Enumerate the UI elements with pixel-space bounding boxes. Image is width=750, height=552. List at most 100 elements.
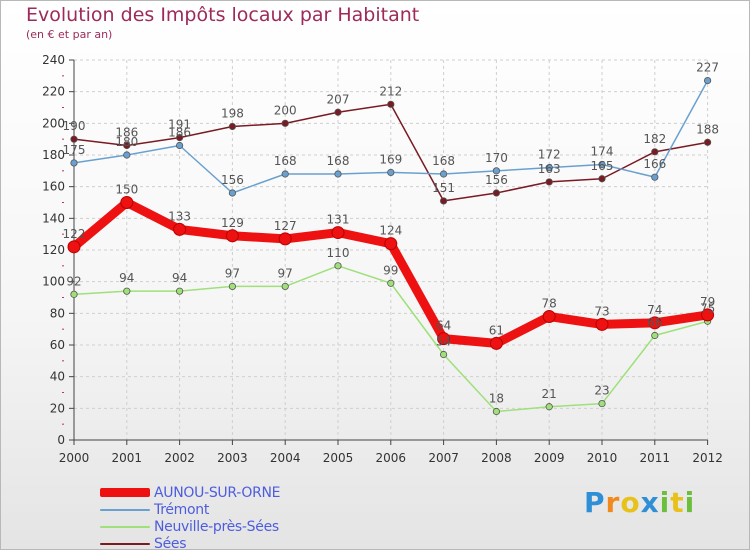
data-point-tr-mont [70,159,78,167]
data-point-neuville-pr-s-s-es [281,282,289,291]
y-tick-label: 60 [50,338,65,352]
data-label-aunou-sur-orne: 79 [700,295,715,309]
y-tick-label: 120 [42,243,65,257]
x-tick-label: 2011 [640,451,671,465]
data-label-s-es: 151 [432,181,455,195]
data-point-neuville-pr-s-s-es [492,407,500,416]
data-label-s-es: 182 [643,132,666,146]
y-tick-label: 240 [42,53,65,67]
data-point-tr-mont [598,160,606,169]
data-label-aunou-sur-orne: 73 [594,304,609,318]
y-tick-label: 80 [50,306,65,320]
data-label-neuville-pr-s-s-es: 18 [489,392,504,406]
data-point-neuville-pr-s-s-es [545,403,553,411]
data-label-aunou-sur-orne: 122 [63,227,86,241]
legend-item-aunou: AUNOU-SUR-ORNE [100,484,281,501]
data-point-aunou-sur-orne [331,226,345,240]
data-point-aunou-sur-orne [120,196,134,209]
data-label-s-es: 191 [168,118,191,132]
data-label-neuville-pr-s-s-es: 23 [594,384,609,398]
data-label-tr-mont: 156 [221,173,244,187]
x-tick-label: 2012 [692,451,723,465]
x-tick-label: 2000 [59,451,90,465]
data-label-tr-mont: 174 [591,145,614,159]
logo-letter: x [640,486,660,519]
data-point-s-es [545,178,553,186]
x-tick-label: 2004 [270,451,301,465]
data-label-aunou-sur-orne: 124 [379,224,402,238]
data-label-tr-mont: 186 [168,126,191,140]
y-tick-label: 200 [42,116,65,130]
data-point-neuville-pr-s-s-es [334,262,342,270]
chart-legend: AUNOU-SUR-ORNE Trémont Neuville-près-Sée… [100,484,281,552]
data-label-tr-mont: 168 [327,154,350,168]
data-point-s-es [70,135,78,143]
data-point-tr-mont [545,164,553,172]
data-label-s-es: 212 [379,84,402,98]
logo-letter: i [659,486,671,519]
logo-letter: t [670,486,685,519]
data-point-aunou-sur-orne [278,232,292,246]
data-point-tr-mont [439,170,448,178]
data-label-tr-mont: 227 [696,61,719,75]
y-tick-label: 140 [42,211,65,225]
x-tick-label: 2009 [534,451,565,465]
y-tick-label: 220 [42,85,65,99]
legend-label-tremont: Trémont [154,501,210,518]
legend-label-aunou: AUNOU-SUR-ORNE [154,484,281,501]
y-tick-label: 0 [57,433,65,447]
data-label-tr-mont: 169 [379,152,402,166]
data-point-aunou-sur-orne [489,336,503,350]
data-label-neuville-pr-s-s-es: 21 [542,387,557,401]
data-label-s-es: 200 [274,103,297,117]
data-point-aunou-sur-orne [437,332,451,346]
data-point-neuville-pr-s-s-es [123,287,131,295]
data-label-aunou-sur-orne: 64 [436,319,451,333]
data-point-tr-mont [492,167,500,175]
data-label-tr-mont: 168 [274,154,297,168]
legend-swatch-sees [100,542,150,545]
data-label-aunou-sur-orne: 133 [168,209,191,223]
x-tick-label: 2008 [481,451,512,465]
proxiti-logo: Proxiti [584,486,695,519]
data-label-s-es: 163 [538,162,561,176]
data-point-s-es [439,197,448,205]
legend-item-neuville: Neuville-près-Sées [100,518,280,535]
data-point-aunou-sur-orne [67,240,81,254]
data-point-neuville-pr-s-s-es [598,399,606,408]
data-label-tr-mont: 166 [643,157,666,171]
data-point-aunou-sur-orne [384,237,398,251]
data-label-s-es: 186 [115,126,138,140]
data-point-aunou-sur-orne [701,308,715,322]
data-point-tr-mont [387,168,395,177]
data-label-tr-mont: 170 [485,151,508,165]
data-label-aunou-sur-orne: 74 [647,303,662,317]
data-point-tr-mont [334,170,342,178]
data-label-neuville-pr-s-s-es: 75 [700,301,715,315]
y-tick-label: 40 [50,370,65,384]
data-point-aunou-sur-orne [542,310,556,323]
logo-letter: P [584,486,606,519]
data-label-aunou-sur-orne: 129 [221,216,244,230]
data-label-neuville-pr-s-s-es: 54 [436,335,451,349]
logo-letter: r [605,486,621,519]
data-label-neuville-pr-s-s-es: 97 [278,266,293,280]
data-label-tr-mont: 175 [63,143,86,157]
legend-item-tremont: Trémont [100,501,280,518]
chart-title: Evolution des Impôts locaux par Habitant [26,4,420,26]
legend-swatch-tremont [100,508,150,511]
legend-swatch-neuville [100,525,150,528]
x-tick-label: 2002 [164,451,195,465]
data-point-neuville-pr-s-s-es [439,350,448,359]
data-label-tr-mont: 172 [538,148,561,162]
data-label-neuville-pr-s-s-es: 94 [119,271,134,285]
data-point-s-es [123,141,131,150]
legend-item-sees: Sées [100,535,280,552]
data-point-tr-mont [123,151,131,159]
data-label-s-es: 156 [485,173,508,187]
data-label-neuville-pr-s-s-es: 97 [225,266,240,280]
data-label-aunou-sur-orne: 131 [327,213,350,227]
data-label-s-es: 188 [696,122,719,136]
data-point-aunou-sur-orne [225,229,239,243]
